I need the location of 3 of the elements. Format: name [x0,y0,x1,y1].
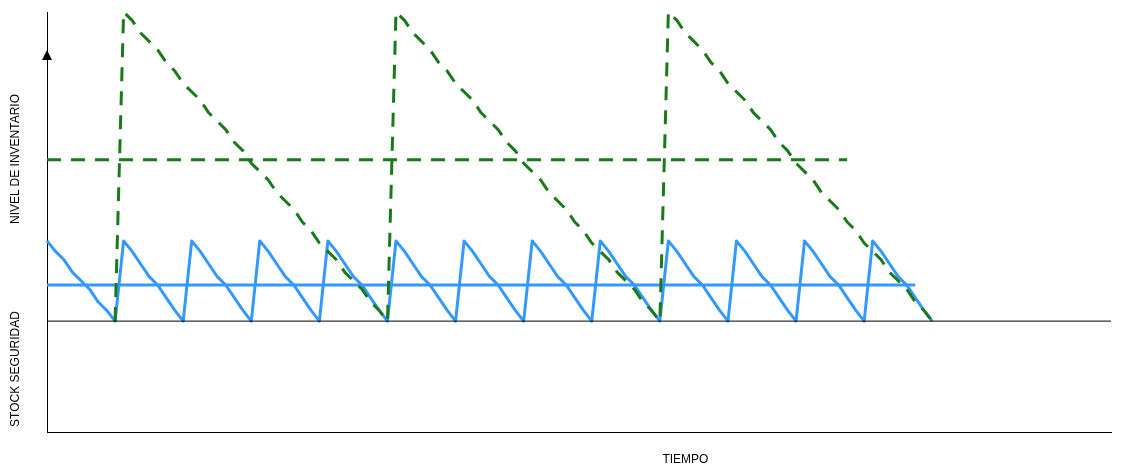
y-axis-title: NIVEL DE INVENTARIO [8,93,23,225]
x-axis-title: TIEMPO [662,452,709,467]
text: STOCK SEGURIDAD [8,310,23,427]
